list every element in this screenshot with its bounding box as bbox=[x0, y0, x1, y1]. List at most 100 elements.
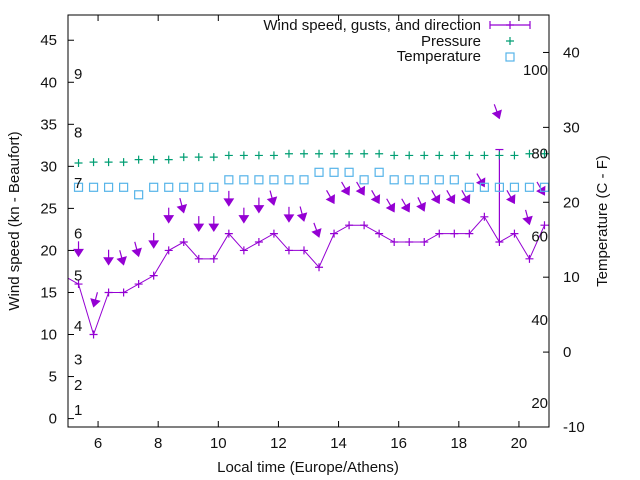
pressure-point bbox=[525, 149, 534, 158]
wind-speed-point bbox=[224, 229, 233, 238]
wind-direction-arrow-head bbox=[148, 240, 160, 249]
wind-direction-arrow-head bbox=[116, 256, 127, 266]
wind-speed-point bbox=[345, 221, 354, 230]
beaufort-label: 5 bbox=[74, 268, 82, 285]
wind-speed-point bbox=[179, 238, 188, 247]
pressure-point bbox=[239, 151, 248, 160]
y2-tick-label: 30 bbox=[563, 119, 580, 136]
y2-axis-label: Temperature (C - F) bbox=[594, 155, 611, 287]
wind-direction-arrow-head bbox=[193, 223, 205, 233]
wind-speed-point bbox=[194, 254, 203, 263]
wind-direction-arrow-head bbox=[73, 248, 84, 258]
wind-direction-arrow-head bbox=[340, 185, 351, 196]
wind-direction-arrow-shaft bbox=[134, 241, 138, 250]
x-tick-label: 10 bbox=[210, 435, 227, 452]
wind-speed-point bbox=[330, 229, 339, 238]
wind-speed-point bbox=[465, 229, 474, 238]
wind-direction-arrow-head bbox=[325, 194, 335, 205]
pressure-point bbox=[284, 149, 293, 158]
plot-area bbox=[68, 104, 549, 339]
y2-tick-label: 0 bbox=[563, 344, 571, 361]
pressure-point bbox=[345, 149, 354, 158]
wind-direction-arrow-head bbox=[103, 257, 115, 266]
pressure-point bbox=[269, 151, 278, 160]
pressure-point bbox=[254, 151, 263, 160]
wind-direction-arrow-head bbox=[491, 109, 502, 120]
temperature-point bbox=[539, 182, 549, 192]
temperature-point bbox=[524, 182, 535, 192]
wind-speed-point bbox=[74, 280, 83, 289]
y-tick-label: 40 bbox=[40, 74, 57, 91]
y-tick-label: 5 bbox=[49, 369, 57, 386]
temperature-point bbox=[269, 175, 279, 185]
beaufort-label: 3 bbox=[74, 352, 82, 369]
wind-direction-arrow-head bbox=[223, 198, 235, 207]
wind-speed-point bbox=[510, 229, 519, 238]
wind-speed-point bbox=[149, 271, 158, 280]
wind-speed-point bbox=[420, 238, 429, 247]
wind-direction-arrow-shaft bbox=[299, 206, 303, 215]
wind-direction-arrow-head bbox=[445, 194, 456, 205]
y2-tick-label: 10 bbox=[563, 269, 580, 286]
pressure-point bbox=[540, 149, 549, 158]
pressure-point bbox=[495, 151, 504, 160]
y2-tick-label: 20 bbox=[563, 194, 580, 211]
wind-direction-arrow-shaft bbox=[386, 198, 392, 206]
temperature-point bbox=[509, 182, 520, 192]
wind-speed-point bbox=[450, 229, 459, 238]
wind-direction-arrow-head bbox=[283, 214, 295, 223]
beaufort-label: 4 bbox=[74, 318, 82, 335]
pressure-point bbox=[209, 153, 218, 162]
x-tick-label: 16 bbox=[390, 435, 407, 452]
wind-direction-arrow-shaft bbox=[119, 250, 123, 259]
beaufort-label: 8 bbox=[74, 125, 82, 142]
pressure-point bbox=[405, 151, 414, 160]
y-tick-label: 25 bbox=[40, 200, 57, 217]
y-tick-label: 35 bbox=[40, 116, 57, 133]
pressure-point bbox=[164, 155, 173, 164]
wind-direction-arrow-shaft bbox=[461, 190, 467, 198]
pressure-point bbox=[299, 149, 308, 158]
pressure-point bbox=[375, 149, 384, 158]
wind-direction-arrow-shaft bbox=[341, 181, 347, 190]
beaufort-label: 2 bbox=[74, 377, 82, 394]
y-tick-label: 30 bbox=[40, 158, 57, 175]
temperature-point bbox=[103, 182, 114, 192]
pressure-point bbox=[330, 149, 339, 158]
wind-direction-arrow-head bbox=[430, 194, 441, 205]
wind-direction-arrow-shaft bbox=[493, 104, 498, 113]
wind-direction-arrow-head bbox=[238, 215, 250, 224]
wind-speed-point bbox=[405, 238, 414, 247]
temperature-point bbox=[494, 182, 504, 192]
wind-speed-point bbox=[284, 246, 293, 255]
wind-direction-arrow-head bbox=[370, 194, 381, 205]
wind-direction-arrow-head bbox=[355, 185, 366, 196]
beaufort-label: 1 bbox=[74, 402, 82, 419]
wind-direction-arrow-head bbox=[90, 298, 101, 308]
wind-direction-arrow-shaft bbox=[524, 209, 529, 218]
beaufort-label: 9 bbox=[74, 66, 82, 83]
temperature-point bbox=[88, 182, 99, 192]
pressure-point bbox=[104, 158, 113, 167]
x-tick-label: 14 bbox=[330, 435, 347, 452]
temperature-point bbox=[464, 182, 474, 192]
y-axis-label: Wind speed (kn - Beaufort) bbox=[6, 131, 23, 310]
x-tick-label: 12 bbox=[270, 435, 287, 452]
temperature-point bbox=[344, 167, 354, 177]
wind-direction-arrow-head bbox=[163, 215, 175, 224]
wind-speed-point bbox=[209, 254, 218, 263]
wind-direction-arrow-shaft bbox=[326, 190, 332, 198]
temperature-point bbox=[134, 190, 144, 200]
legend-label-pressure: Pressure bbox=[421, 33, 481, 50]
temperature-point bbox=[149, 182, 159, 192]
temperature-point bbox=[374, 167, 384, 177]
wind-speed-point bbox=[164, 246, 173, 255]
temperature-point bbox=[329, 167, 339, 177]
fahrenheit-label: 20 bbox=[531, 395, 548, 412]
y-tick-label: 10 bbox=[40, 327, 57, 344]
pressure-point bbox=[179, 153, 188, 162]
wind-speed-point bbox=[254, 238, 263, 247]
legend-label-temperature: Temperature bbox=[397, 48, 481, 65]
wind-direction-arrow-head bbox=[131, 247, 142, 258]
